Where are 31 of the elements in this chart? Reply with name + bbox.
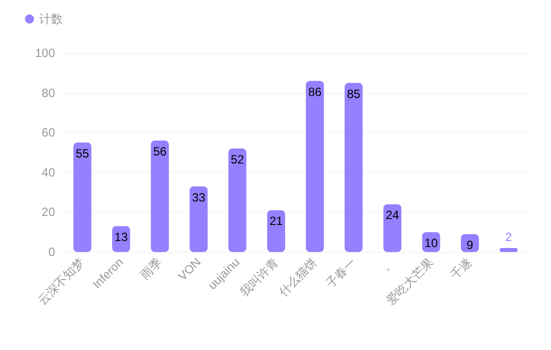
data-label: 13 (114, 230, 128, 244)
bar (190, 186, 208, 252)
x-tick-label: 千遂 (448, 255, 475, 282)
bar (73, 142, 92, 252)
bar (228, 148, 246, 252)
y-tick-label: 60 (42, 126, 56, 140)
x-tick-label: 。 (378, 255, 398, 274)
bar (344, 82, 363, 252)
data-label: 85 (346, 86, 361, 101)
data-label: 33 (192, 190, 206, 204)
y-tick-label: 20 (42, 205, 56, 220)
bar (150, 140, 169, 252)
data-label: 55 (76, 146, 90, 161)
bar (500, 248, 518, 252)
data-label: 86 (308, 84, 322, 99)
bar (267, 210, 286, 252)
data-label: 52 (230, 152, 244, 167)
x-tick-label: 雨季 (138, 255, 165, 282)
data-label: 21 (269, 214, 284, 228)
bar (383, 204, 402, 252)
data-label: 2 (505, 230, 512, 244)
bar (306, 80, 324, 252)
legend-label: 计数 (39, 12, 63, 26)
data-label: 24 (386, 208, 400, 222)
data-label: 56 (153, 144, 167, 159)
y-tick-label: 100 (34, 46, 56, 60)
x-tick-label: 子春一 (323, 255, 359, 290)
y-tick-label: 80 (42, 86, 56, 100)
y-tick-label: 40 (42, 165, 56, 180)
data-label: 9 (466, 238, 474, 252)
data-label: 10 (424, 236, 438, 250)
